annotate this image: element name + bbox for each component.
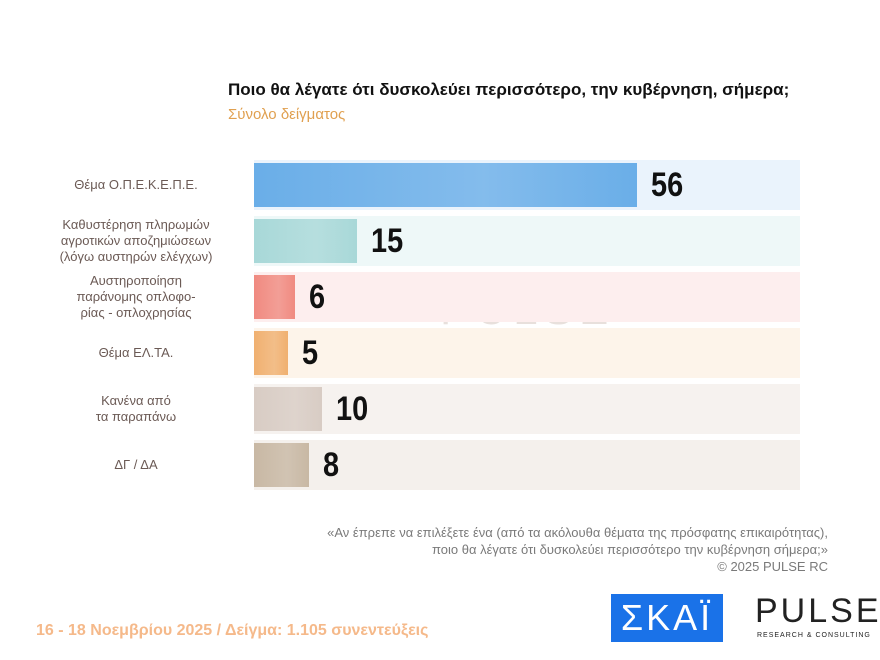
- row-background: [254, 328, 800, 378]
- question-note: «Αν έπρεπε να επιλέξετε ένα (από τα ακόλ…: [327, 524, 828, 575]
- row-background: [254, 384, 800, 434]
- data-label: 6: [309, 278, 326, 316]
- bar: [254, 443, 309, 487]
- bar: [254, 331, 289, 375]
- category-label-line: Καθυστέρηση πληρωμών: [62, 217, 210, 232]
- data-label: 10: [336, 390, 369, 428]
- data-label: 15: [370, 222, 403, 260]
- category-label: Κανένα από τα παραπάνω: [30, 393, 242, 425]
- pulse-logo-tagline: RESEARCH & CONSULTING: [757, 632, 871, 639]
- category-label-line: Κανένα από: [101, 393, 171, 408]
- data-label: 5: [302, 334, 319, 372]
- copyright: © 2025 PULSE RC: [717, 559, 828, 574]
- category-label-line: Θέμα ΕΛ.ΤΑ.: [98, 345, 174, 360]
- category-label-line: ρίας - οπλοχρησίας: [80, 305, 192, 320]
- category-label-line: αγροτικών αποζημιώσεων: [60, 233, 212, 248]
- bar: [254, 387, 323, 431]
- category-label: Θέμα Ο.Π.Ε.Κ.Ε.Π.Ε.: [30, 177, 242, 193]
- pulse-logo: PULSE: [755, 592, 880, 630]
- category-label: ΔΓ / ΔΑ: [30, 457, 242, 473]
- skai-logo: ΣΚΑΪ: [611, 594, 723, 642]
- chart-subtitle: Σύνολο δείγματος: [228, 106, 346, 123]
- chart-title: Ποιο θα λέγατε ότι δυσκολεύει περισσότερ…: [228, 80, 790, 99]
- category-label-line: (λόγω αυστηρών ελέγχων): [59, 249, 213, 264]
- footer-sample-info: 16 - 18 Νοεμβρίου 2025 / Δείγμα: 1.105 σ…: [36, 622, 429, 639]
- bar: [254, 219, 357, 263]
- row-background: [254, 440, 800, 490]
- category-label-line: Θέμα Ο.Π.Ε.Κ.Ε.Π.Ε.: [74, 177, 198, 192]
- category-label-line: παράνομης οπλοφο-: [76, 289, 196, 304]
- data-label: 8: [322, 446, 339, 484]
- bar: [254, 163, 638, 207]
- row-background: [254, 272, 800, 322]
- note-line-2: ποιο θα λέγατε ότι δυσκολεύει περισσότερ…: [432, 542, 828, 557]
- note-line-1: «Αν έπρεπε να επιλέξετε ένα (από τα ακόλ…: [327, 525, 828, 540]
- category-label: Καθυστέρηση πληρωμών αγροτικών αποζημιώσε…: [30, 217, 242, 265]
- category-label-line: τα παραπάνω: [95, 409, 177, 424]
- category-label: Αυστηροποίηση παράνομης οπλοφο-ρίας - οπλ…: [30, 273, 242, 321]
- data-label: 56: [651, 166, 684, 204]
- category-label-line: Αυστηροποίηση: [90, 273, 182, 288]
- category-label-line: ΔΓ / ΔΑ: [114, 457, 158, 472]
- bar: [254, 275, 296, 319]
- category-label: Θέμα ΕΛ.ΤΑ.: [30, 345, 242, 361]
